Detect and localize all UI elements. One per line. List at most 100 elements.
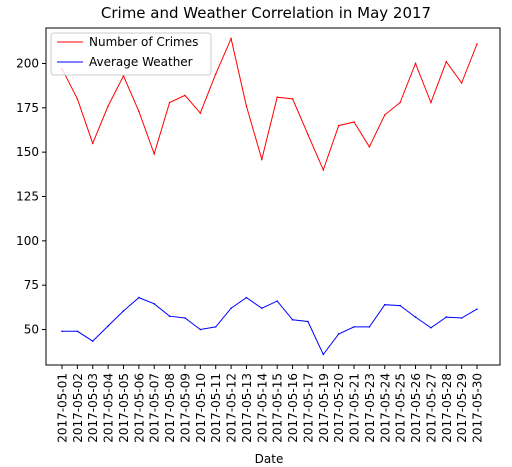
x-tick-label: 2017-05-10 xyxy=(194,373,208,443)
x-tick-label: 2017-05-04 xyxy=(102,373,116,443)
data-point xyxy=(399,304,401,307)
data-point xyxy=(430,101,432,104)
data-point xyxy=(214,326,217,328)
data-point xyxy=(399,101,401,104)
chart-title: Crime and Weather Correlation in May 201… xyxy=(101,4,431,22)
x-tick-label: 2017-05-29 xyxy=(455,373,469,443)
y-axis: 50 75 100 125 150 175 200 xyxy=(16,56,46,337)
data-point xyxy=(199,112,202,114)
x-tick-label: 2017-05-11 xyxy=(209,373,223,443)
data-point xyxy=(430,326,432,329)
data-point xyxy=(138,110,140,113)
data-point xyxy=(230,307,232,310)
x-axis: 2017-05-01 2017-05-02 2017-05-03 2017-05-04… xyxy=(56,365,485,443)
data-point xyxy=(445,316,448,318)
series-line-0 xyxy=(61,36,478,172)
data-point xyxy=(91,142,94,145)
legend-label-crimes: Number of Crimes xyxy=(89,35,198,49)
x-tick-label: 2017-05-06 xyxy=(132,373,146,443)
x-tick-label: 2017-05-17 xyxy=(301,373,315,443)
x-tick-label: 2017-05-14 xyxy=(255,373,269,443)
data-point xyxy=(368,146,371,148)
x-tick-label: 2017-05-24 xyxy=(378,373,392,443)
x-tick-label: 2017-05-28 xyxy=(440,373,454,443)
plot-area xyxy=(45,27,501,366)
data-point xyxy=(460,317,463,319)
x-tick-label: 2017-05-21 xyxy=(348,373,362,443)
data-point xyxy=(460,82,463,84)
x-tick-label: 2017-05-07 xyxy=(148,373,162,443)
x-tick-label: 2017-05-13 xyxy=(240,373,254,443)
data-point xyxy=(307,320,309,323)
data-point xyxy=(199,328,202,331)
x-tick-label: 2017-05-16 xyxy=(286,373,300,443)
data-point xyxy=(337,124,340,127)
data-point xyxy=(230,37,232,40)
data-point xyxy=(353,121,355,123)
data-point xyxy=(107,325,109,327)
x-tick-label: 2017-05-23 xyxy=(363,373,377,443)
data-point xyxy=(291,318,294,321)
legend-box xyxy=(50,32,212,76)
data-point xyxy=(261,158,263,161)
data-point xyxy=(261,307,263,310)
y-tick-label: 175 xyxy=(16,101,39,115)
legend-label-weather: Average Weather xyxy=(89,55,193,69)
x-axis-label: Date xyxy=(255,452,284,466)
data-point xyxy=(138,296,140,299)
x-tick-label: 2017-05-01 xyxy=(56,373,70,443)
legend: Number of Crimes Average Weather xyxy=(50,32,212,76)
y-tick-label: 50 xyxy=(24,323,39,337)
data-point xyxy=(107,105,109,107)
data-point xyxy=(383,114,386,116)
x-tick-label: 2017-05-02 xyxy=(71,373,85,443)
data-point xyxy=(153,153,156,155)
data-point xyxy=(276,96,278,98)
data-point xyxy=(353,326,355,328)
data-point xyxy=(245,296,248,299)
x-tick-label: 2017-05-26 xyxy=(409,373,423,443)
x-tick-label: 2017-05-15 xyxy=(271,373,285,443)
data-point xyxy=(291,98,294,100)
data-point xyxy=(91,340,94,342)
data-point xyxy=(184,317,186,319)
x-tick-label: 2017-05-30 xyxy=(471,373,485,443)
data-point xyxy=(245,105,248,107)
data-point xyxy=(337,333,340,335)
x-tick-label: 2017-05-27 xyxy=(424,373,438,443)
data-point xyxy=(214,73,217,75)
data-point xyxy=(476,308,478,310)
data-point xyxy=(368,326,371,328)
data-point xyxy=(307,133,309,136)
series-layer xyxy=(61,36,478,356)
data-point xyxy=(76,330,79,333)
x-tick-label: 2017-05-19 xyxy=(317,373,331,443)
data-point xyxy=(414,62,417,65)
data-point xyxy=(322,169,325,171)
data-point xyxy=(168,101,171,104)
data-point xyxy=(476,43,478,45)
x-tick-label: 2017-05-05 xyxy=(117,373,131,443)
data-point xyxy=(276,300,278,302)
data-point xyxy=(445,60,448,63)
x-tick-label: 2017-05-12 xyxy=(225,373,239,443)
x-tick-label: 2017-05-25 xyxy=(394,373,408,443)
data-point xyxy=(322,353,325,356)
y-tick-label: 150 xyxy=(16,145,39,159)
data-point xyxy=(168,315,171,318)
y-tick-label: 125 xyxy=(16,190,39,204)
y-tick-label: 200 xyxy=(16,56,39,70)
data-point xyxy=(153,303,156,305)
data-point xyxy=(122,310,125,312)
x-tick-label: 2017-05-08 xyxy=(163,373,177,443)
y-tick-label: 100 xyxy=(16,234,39,248)
data-point xyxy=(76,98,79,100)
x-tick-label: 2017-05-03 xyxy=(86,373,100,443)
y-tick-label: 75 xyxy=(24,278,39,292)
x-tick-label: 2017-05-09 xyxy=(178,373,192,443)
series-line-1 xyxy=(62,296,478,356)
data-point xyxy=(184,94,186,97)
x-tick-label: 2017-05-20 xyxy=(332,373,346,443)
data-point xyxy=(383,303,386,306)
